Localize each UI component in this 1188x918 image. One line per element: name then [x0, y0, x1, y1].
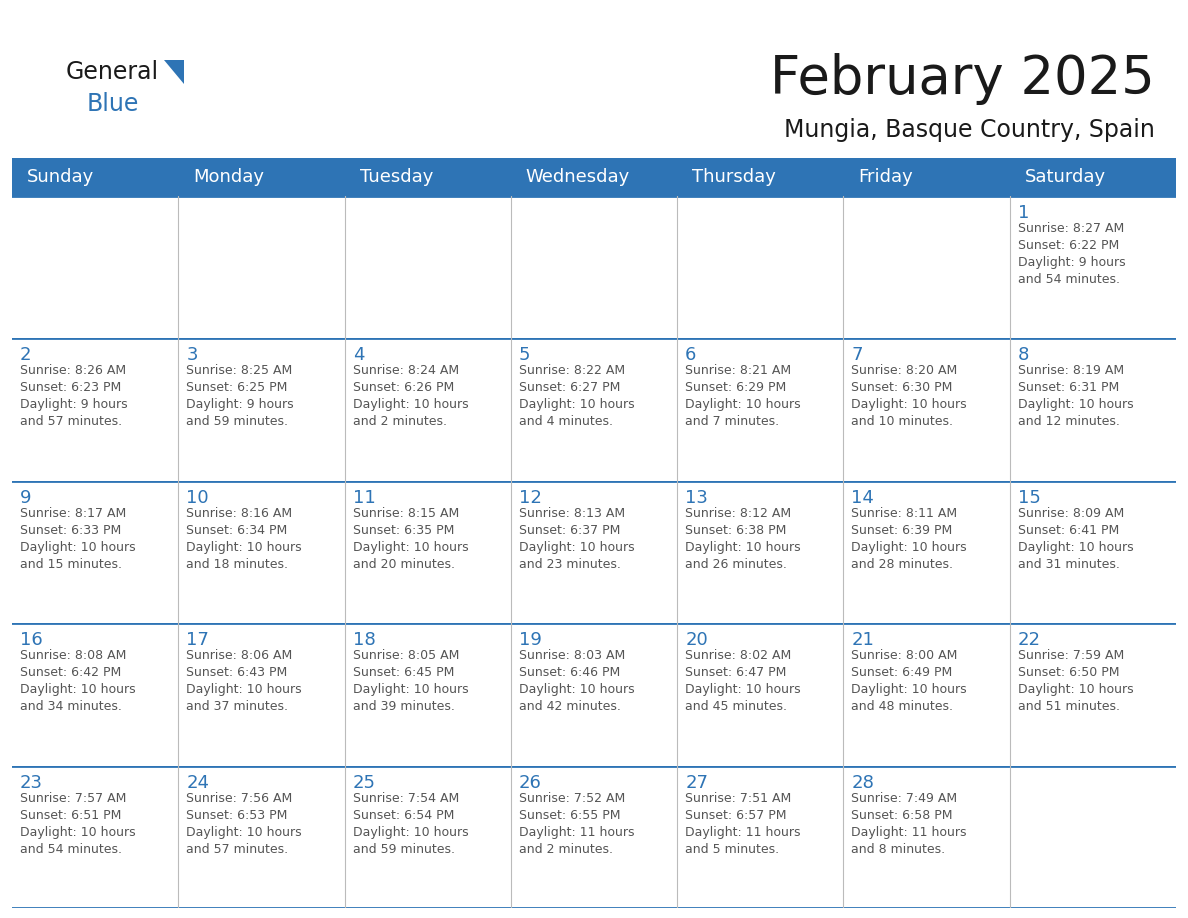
Text: 12: 12	[519, 488, 542, 507]
Text: 13: 13	[685, 488, 708, 507]
Text: Friday: Friday	[859, 168, 914, 186]
Text: Sunrise: 8:08 AM
Sunset: 6:42 PM
Daylight: 10 hours
and 34 minutes.: Sunrise: 8:08 AM Sunset: 6:42 PM Dayligh…	[20, 649, 135, 713]
Text: Sunrise: 8:05 AM
Sunset: 6:45 PM
Daylight: 10 hours
and 39 minutes.: Sunrise: 8:05 AM Sunset: 6:45 PM Dayligh…	[353, 649, 468, 713]
Text: 22: 22	[1018, 632, 1041, 649]
Text: Sunrise: 8:24 AM
Sunset: 6:26 PM
Daylight: 10 hours
and 2 minutes.: Sunrise: 8:24 AM Sunset: 6:26 PM Dayligh…	[353, 364, 468, 429]
Text: Sunrise: 7:52 AM
Sunset: 6:55 PM
Daylight: 11 hours
and 2 minutes.: Sunrise: 7:52 AM Sunset: 6:55 PM Dayligh…	[519, 791, 634, 856]
Text: 25: 25	[353, 774, 375, 791]
Text: Sunrise: 7:49 AM
Sunset: 6:58 PM
Daylight: 11 hours
and 8 minutes.: Sunrise: 7:49 AM Sunset: 6:58 PM Dayligh…	[852, 791, 967, 856]
Text: Sunrise: 8:27 AM
Sunset: 6:22 PM
Daylight: 9 hours
and 54 minutes.: Sunrise: 8:27 AM Sunset: 6:22 PM Dayligh…	[1018, 222, 1125, 286]
Text: Sunrise: 7:56 AM
Sunset: 6:53 PM
Daylight: 10 hours
and 57 minutes.: Sunrise: 7:56 AM Sunset: 6:53 PM Dayligh…	[187, 791, 302, 856]
Text: 19: 19	[519, 632, 542, 649]
Text: 28: 28	[852, 774, 874, 791]
Text: 16: 16	[20, 632, 43, 649]
Text: Sunrise: 8:26 AM
Sunset: 6:23 PM
Daylight: 9 hours
and 57 minutes.: Sunrise: 8:26 AM Sunset: 6:23 PM Dayligh…	[20, 364, 127, 429]
Text: Sunrise: 8:12 AM
Sunset: 6:38 PM
Daylight: 10 hours
and 26 minutes.: Sunrise: 8:12 AM Sunset: 6:38 PM Dayligh…	[685, 507, 801, 571]
Text: 9: 9	[20, 488, 32, 507]
Text: Saturday: Saturday	[1025, 168, 1106, 186]
Text: Sunrise: 8:13 AM
Sunset: 6:37 PM
Daylight: 10 hours
and 23 minutes.: Sunrise: 8:13 AM Sunset: 6:37 PM Dayligh…	[519, 507, 634, 571]
Text: Sunday: Sunday	[27, 168, 94, 186]
Text: Sunrise: 7:51 AM
Sunset: 6:57 PM
Daylight: 11 hours
and 5 minutes.: Sunrise: 7:51 AM Sunset: 6:57 PM Dayligh…	[685, 791, 801, 856]
Text: 26: 26	[519, 774, 542, 791]
Text: 27: 27	[685, 774, 708, 791]
Text: Blue: Blue	[87, 92, 139, 116]
Text: 1: 1	[1018, 204, 1029, 222]
Text: Sunrise: 8:17 AM
Sunset: 6:33 PM
Daylight: 10 hours
and 15 minutes.: Sunrise: 8:17 AM Sunset: 6:33 PM Dayligh…	[20, 507, 135, 571]
Text: Sunrise: 7:57 AM
Sunset: 6:51 PM
Daylight: 10 hours
and 54 minutes.: Sunrise: 7:57 AM Sunset: 6:51 PM Dayligh…	[20, 791, 135, 856]
Text: 6: 6	[685, 346, 696, 364]
Text: Sunrise: 7:59 AM
Sunset: 6:50 PM
Daylight: 10 hours
and 51 minutes.: Sunrise: 7:59 AM Sunset: 6:50 PM Dayligh…	[1018, 649, 1133, 713]
Text: 18: 18	[353, 632, 375, 649]
Text: 2: 2	[20, 346, 32, 364]
Text: 23: 23	[20, 774, 43, 791]
Text: Thursday: Thursday	[693, 168, 776, 186]
Text: Sunrise: 8:16 AM
Sunset: 6:34 PM
Daylight: 10 hours
and 18 minutes.: Sunrise: 8:16 AM Sunset: 6:34 PM Dayligh…	[187, 507, 302, 571]
Text: 10: 10	[187, 488, 209, 507]
Text: Monday: Monday	[194, 168, 264, 186]
Text: Tuesday: Tuesday	[360, 168, 432, 186]
Text: 14: 14	[852, 488, 874, 507]
Text: 20: 20	[685, 632, 708, 649]
Text: Sunrise: 8:22 AM
Sunset: 6:27 PM
Daylight: 10 hours
and 4 minutes.: Sunrise: 8:22 AM Sunset: 6:27 PM Dayligh…	[519, 364, 634, 429]
Text: Sunrise: 8:03 AM
Sunset: 6:46 PM
Daylight: 10 hours
and 42 minutes.: Sunrise: 8:03 AM Sunset: 6:46 PM Dayligh…	[519, 649, 634, 713]
Text: Sunrise: 8:19 AM
Sunset: 6:31 PM
Daylight: 10 hours
and 12 minutes.: Sunrise: 8:19 AM Sunset: 6:31 PM Dayligh…	[1018, 364, 1133, 429]
Text: 11: 11	[353, 488, 375, 507]
Text: Mungia, Basque Country, Spain: Mungia, Basque Country, Spain	[784, 118, 1155, 141]
Text: 24: 24	[187, 774, 209, 791]
Text: Sunrise: 8:21 AM
Sunset: 6:29 PM
Daylight: 10 hours
and 7 minutes.: Sunrise: 8:21 AM Sunset: 6:29 PM Dayligh…	[685, 364, 801, 429]
Text: 7: 7	[852, 346, 862, 364]
Text: 5: 5	[519, 346, 530, 364]
Text: Sunrise: 8:06 AM
Sunset: 6:43 PM
Daylight: 10 hours
and 37 minutes.: Sunrise: 8:06 AM Sunset: 6:43 PM Dayligh…	[187, 649, 302, 713]
Text: 4: 4	[353, 346, 364, 364]
Text: February 2025: February 2025	[770, 53, 1155, 106]
Text: 21: 21	[852, 632, 874, 649]
Text: Sunrise: 8:02 AM
Sunset: 6:47 PM
Daylight: 10 hours
and 45 minutes.: Sunrise: 8:02 AM Sunset: 6:47 PM Dayligh…	[685, 649, 801, 713]
Text: Sunrise: 7:54 AM
Sunset: 6:54 PM
Daylight: 10 hours
and 59 minutes.: Sunrise: 7:54 AM Sunset: 6:54 PM Dayligh…	[353, 791, 468, 856]
Text: 15: 15	[1018, 488, 1041, 507]
Text: General: General	[65, 60, 158, 84]
Text: Sunrise: 8:00 AM
Sunset: 6:49 PM
Daylight: 10 hours
and 48 minutes.: Sunrise: 8:00 AM Sunset: 6:49 PM Dayligh…	[852, 649, 967, 713]
Text: Sunrise: 8:25 AM
Sunset: 6:25 PM
Daylight: 9 hours
and 59 minutes.: Sunrise: 8:25 AM Sunset: 6:25 PM Dayligh…	[187, 364, 293, 429]
Text: 17: 17	[187, 632, 209, 649]
Text: Sunrise: 8:20 AM
Sunset: 6:30 PM
Daylight: 10 hours
and 10 minutes.: Sunrise: 8:20 AM Sunset: 6:30 PM Dayligh…	[852, 364, 967, 429]
Text: Sunrise: 8:11 AM
Sunset: 6:39 PM
Daylight: 10 hours
and 28 minutes.: Sunrise: 8:11 AM Sunset: 6:39 PM Dayligh…	[852, 507, 967, 571]
Text: Sunrise: 8:09 AM
Sunset: 6:41 PM
Daylight: 10 hours
and 31 minutes.: Sunrise: 8:09 AM Sunset: 6:41 PM Dayligh…	[1018, 507, 1133, 571]
Text: Wednesday: Wednesday	[526, 168, 630, 186]
Text: Sunrise: 8:15 AM
Sunset: 6:35 PM
Daylight: 10 hours
and 20 minutes.: Sunrise: 8:15 AM Sunset: 6:35 PM Dayligh…	[353, 507, 468, 571]
Text: 3: 3	[187, 346, 197, 364]
Text: 8: 8	[1018, 346, 1029, 364]
